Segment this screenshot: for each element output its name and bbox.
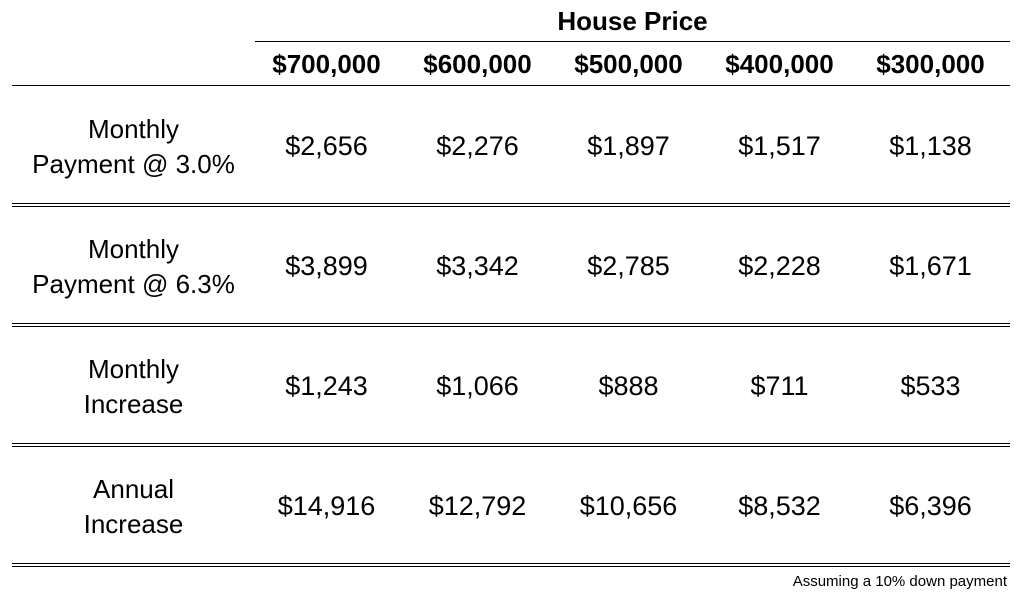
- table-cell: $1,897: [587, 131, 670, 161]
- table-cell: $888: [598, 371, 659, 401]
- table-cell: $2,656: [285, 131, 368, 161]
- table-cell: $12,792: [428, 491, 527, 521]
- row-label-line: Monthly: [87, 114, 180, 144]
- table-cell: $2,785: [587, 251, 670, 281]
- header-rule: [255, 41, 1010, 42]
- table-cell: $2,228: [738, 251, 821, 281]
- table-cell: $1,671: [889, 251, 972, 281]
- table-cell: $14,916: [277, 491, 376, 521]
- table-cell: $711: [750, 371, 809, 401]
- row-label-payment-3: Monthly Payment @ 3.0%: [12, 112, 255, 182]
- table-cell: $533: [900, 371, 961, 401]
- table-cell: $1,517: [738, 131, 821, 161]
- row-label-annual-increase: Annual Increase: [12, 472, 255, 542]
- column-header-600000: $600,000: [423, 49, 532, 79]
- row-divider: [12, 323, 1010, 327]
- table-cell: $3,342: [436, 251, 519, 281]
- row-label-line: Monthly: [87, 354, 180, 384]
- row-label-payment-6-3: Monthly Payment @ 6.3%: [12, 232, 255, 302]
- house-price-header: House Price: [557, 6, 708, 36]
- row-label-line: Payment @ 6.3%: [32, 269, 235, 299]
- column-header-rule: [12, 85, 1010, 86]
- table-cell: $1,066: [436, 371, 519, 401]
- row-label-line: Payment @ 3.0%: [32, 149, 235, 179]
- column-header-300000: $300,000: [876, 49, 985, 79]
- table-cell: $1,243: [285, 371, 368, 401]
- row-divider: [12, 203, 1010, 207]
- column-header-400000: $400,000: [725, 49, 834, 79]
- row-label-line: Monthly: [87, 234, 180, 264]
- table-cell: $2,276: [436, 131, 519, 161]
- row-divider: [12, 443, 1010, 447]
- row-label-line: Annual: [93, 474, 174, 504]
- row-label-line: Increase: [83, 509, 184, 539]
- table-cell: $6,396: [889, 491, 972, 521]
- row-label-monthly-increase: Monthly Increase: [12, 352, 255, 422]
- footnote: Assuming a 10% down payment: [792, 573, 1007, 590]
- table-cell: $8,532: [738, 491, 821, 521]
- table-cell: $1,138: [889, 131, 972, 161]
- table-bottom-rule: [12, 563, 1010, 567]
- column-header-500000: $500,000: [574, 49, 683, 79]
- table-cell: $3,899: [285, 251, 368, 281]
- column-header-700000: $700,000: [272, 49, 381, 79]
- row-label-line: Increase: [83, 389, 184, 419]
- table-cell: $10,656: [579, 491, 678, 521]
